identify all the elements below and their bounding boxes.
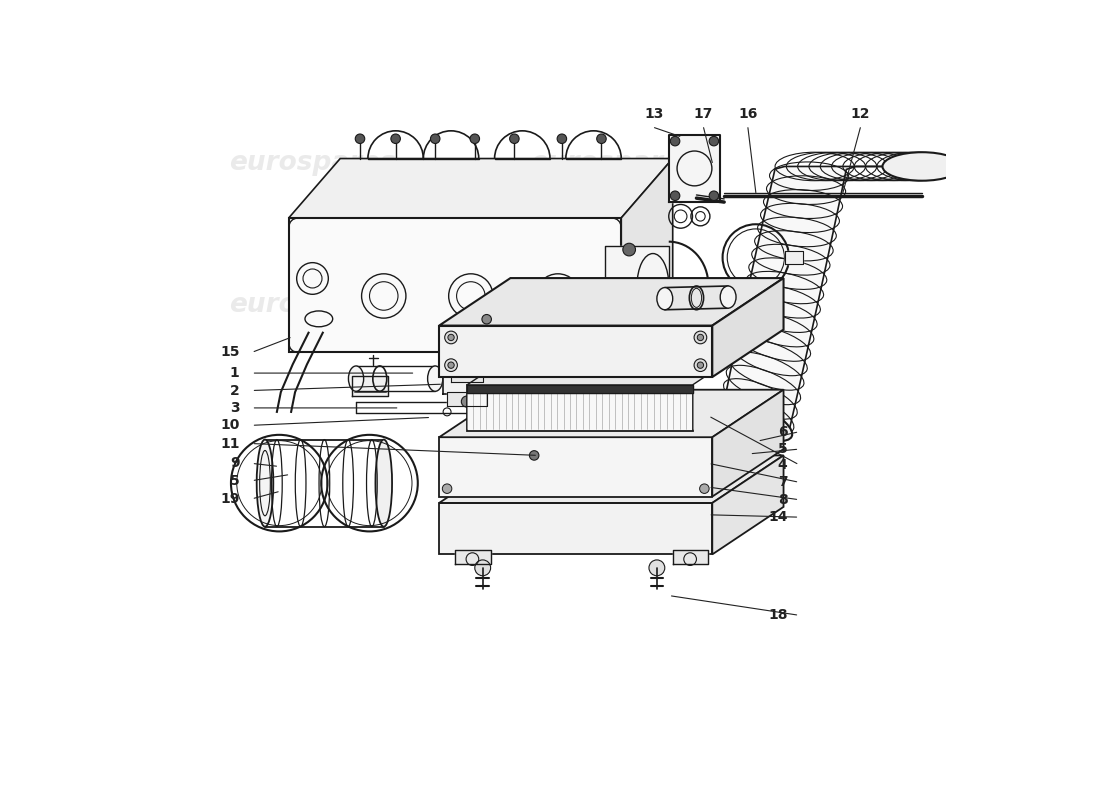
Polygon shape <box>466 385 693 393</box>
Polygon shape <box>439 455 783 503</box>
Polygon shape <box>352 376 387 396</box>
Polygon shape <box>713 455 783 554</box>
Text: 17: 17 <box>694 107 713 122</box>
Ellipse shape <box>720 286 736 308</box>
Ellipse shape <box>256 439 273 526</box>
Text: 14: 14 <box>768 510 788 524</box>
Text: 5: 5 <box>778 442 788 456</box>
Text: 13: 13 <box>645 107 664 122</box>
Text: 8: 8 <box>778 493 788 506</box>
Circle shape <box>482 314 492 324</box>
Polygon shape <box>451 350 483 382</box>
Ellipse shape <box>428 366 443 391</box>
Text: 6: 6 <box>778 425 788 438</box>
Polygon shape <box>669 134 720 202</box>
Polygon shape <box>289 218 622 353</box>
Text: 5: 5 <box>230 474 240 488</box>
Polygon shape <box>713 278 783 377</box>
Circle shape <box>710 136 718 146</box>
Ellipse shape <box>375 439 392 526</box>
Circle shape <box>444 331 458 344</box>
Ellipse shape <box>493 356 504 375</box>
Ellipse shape <box>657 287 673 310</box>
Polygon shape <box>443 342 491 394</box>
Text: 3: 3 <box>230 401 240 415</box>
Circle shape <box>475 560 491 576</box>
Circle shape <box>529 450 539 460</box>
Text: 4: 4 <box>778 458 788 472</box>
Circle shape <box>649 560 664 576</box>
Ellipse shape <box>544 356 556 375</box>
Circle shape <box>390 134 400 143</box>
Circle shape <box>557 134 566 143</box>
Polygon shape <box>439 326 713 377</box>
Circle shape <box>697 334 704 341</box>
Ellipse shape <box>522 404 540 418</box>
Text: 9: 9 <box>230 456 240 470</box>
Circle shape <box>694 359 706 371</box>
Polygon shape <box>466 385 693 431</box>
Circle shape <box>670 191 680 201</box>
Text: eurospares: eurospares <box>530 150 696 175</box>
Polygon shape <box>447 392 486 406</box>
Text: eurospares: eurospares <box>229 292 396 318</box>
Ellipse shape <box>882 152 961 181</box>
Circle shape <box>694 331 706 344</box>
Polygon shape <box>289 158 673 218</box>
Ellipse shape <box>719 398 792 441</box>
Polygon shape <box>605 246 669 325</box>
Circle shape <box>470 134 480 143</box>
Polygon shape <box>673 550 708 564</box>
Circle shape <box>444 359 458 371</box>
Circle shape <box>355 134 365 143</box>
Polygon shape <box>713 390 783 497</box>
Text: 11: 11 <box>220 437 240 450</box>
Polygon shape <box>724 166 958 435</box>
Circle shape <box>697 362 704 368</box>
Circle shape <box>596 134 606 143</box>
Text: eurospares: eurospares <box>229 150 396 175</box>
Text: 1: 1 <box>230 366 240 380</box>
Circle shape <box>461 396 472 407</box>
Circle shape <box>710 191 718 201</box>
Circle shape <box>448 362 454 368</box>
Circle shape <box>442 484 452 494</box>
Polygon shape <box>785 251 803 264</box>
Text: 16: 16 <box>738 107 758 122</box>
Circle shape <box>623 314 636 327</box>
Text: 10: 10 <box>220 418 240 432</box>
Circle shape <box>448 334 454 341</box>
Text: 2: 2 <box>230 383 240 398</box>
Polygon shape <box>455 550 491 564</box>
Polygon shape <box>439 390 783 438</box>
Text: 19: 19 <box>220 492 240 506</box>
Circle shape <box>700 484 710 494</box>
Text: 18: 18 <box>768 608 788 622</box>
Circle shape <box>430 134 440 143</box>
Circle shape <box>670 136 680 146</box>
Polygon shape <box>439 438 713 497</box>
Polygon shape <box>466 352 742 385</box>
Polygon shape <box>439 503 713 554</box>
Circle shape <box>623 243 636 256</box>
Ellipse shape <box>349 366 364 391</box>
Ellipse shape <box>584 446 603 462</box>
Text: 12: 12 <box>850 107 870 122</box>
Polygon shape <box>439 278 783 326</box>
Text: eurospares: eurospares <box>530 292 696 318</box>
Text: 7: 7 <box>778 475 788 490</box>
Text: 15: 15 <box>220 346 240 359</box>
Polygon shape <box>621 158 673 353</box>
Circle shape <box>509 134 519 143</box>
